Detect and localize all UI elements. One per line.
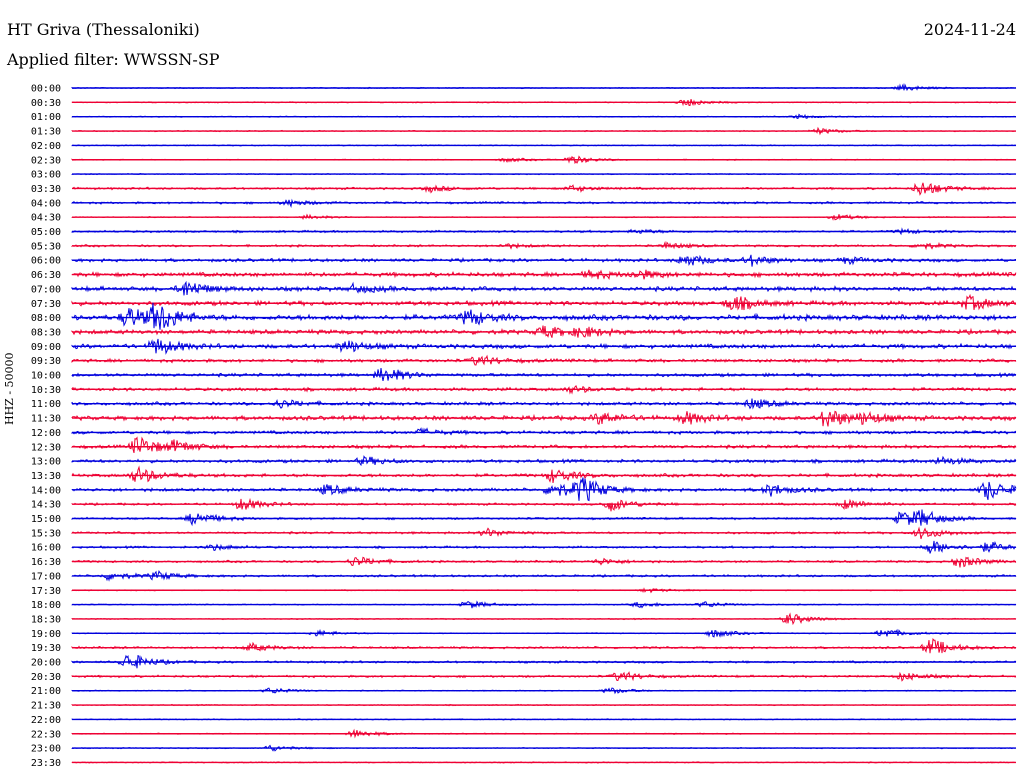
time-tick-label: 19:30 — [31, 643, 61, 654]
time-tick-label: 00:30 — [31, 98, 61, 109]
time-tick-label: 05:30 — [31, 241, 61, 252]
date-label: 2024-11-24 — [923, 20, 1016, 39]
time-tick-label: 03:30 — [31, 184, 61, 195]
station-title: HT Griva (Thessaloniki) — [7, 20, 200, 39]
time-tick-label: 08:30 — [31, 327, 61, 338]
time-tick-label: 03:00 — [31, 170, 61, 181]
trace-1430 — [71, 497, 1017, 512]
trace-1530 — [71, 526, 1017, 540]
time-tick-label: 12:30 — [31, 442, 61, 453]
time-tick-label: 11:00 — [31, 399, 61, 410]
trace-1130 — [71, 410, 1017, 427]
trace-1230 — [71, 436, 1017, 454]
time-tick-label: 01:00 — [31, 112, 61, 123]
time-tick-label: 02:00 — [31, 141, 61, 152]
time-tick-label: 07:00 — [31, 284, 61, 295]
time-tick-label: 23:00 — [31, 744, 61, 755]
trace-1930 — [71, 638, 1017, 654]
time-tick-label: 02:30 — [31, 155, 61, 166]
time-tick-label: 13:00 — [31, 457, 61, 468]
time-tick-label: 17:00 — [31, 571, 61, 582]
time-tick-label: 00:00 — [31, 84, 61, 95]
trace-1200 — [71, 427, 1017, 436]
time-tick-label: 18:30 — [31, 614, 61, 625]
time-tick-label: 22:30 — [31, 729, 61, 740]
time-tick-label: 15:30 — [31, 528, 61, 539]
time-tick-label: 14:00 — [31, 485, 61, 496]
trace-0800 — [71, 302, 1017, 330]
time-tick-label: 04:00 — [31, 198, 61, 209]
time-tick-label: 14:30 — [31, 500, 61, 511]
time-tick-label: 06:00 — [31, 256, 61, 267]
time-tick-label: 05:00 — [31, 227, 61, 238]
time-tick-label: 04:30 — [31, 213, 61, 224]
time-tick-label: 13:30 — [31, 471, 61, 482]
time-tick-label: 21:30 — [31, 701, 61, 712]
trace-1630 — [71, 556, 1017, 568]
time-tick-label: 01:30 — [31, 127, 61, 138]
time-tick-label: 20:30 — [31, 672, 61, 683]
time-tick-label: 21:00 — [31, 686, 61, 697]
seismic-traces — [71, 83, 1017, 764]
time-tick-label: 18:00 — [31, 600, 61, 611]
time-tick-label: 06:30 — [31, 270, 61, 281]
time-tick-label: 20:00 — [31, 658, 61, 669]
time-tick-label: 16:30 — [31, 557, 61, 568]
time-tick-label: 10:30 — [31, 385, 61, 396]
time-tick-label: 09:00 — [31, 342, 61, 353]
time-tick-label: 19:00 — [31, 629, 61, 640]
time-tick-label: 10:00 — [31, 371, 61, 382]
time-tick-labels: 00:00 00:30 01:00 01:30 02:00 02:30 03:00 03:30… — [31, 84, 61, 769]
time-tick-label: 07:30 — [31, 299, 61, 310]
time-tick-label: 11:30 — [31, 414, 61, 425]
time-tick-label: 23:30 — [31, 758, 61, 769]
time-tick-label: 22:00 — [31, 715, 61, 726]
time-tick-label: 16:00 — [31, 543, 61, 554]
time-tick-label: 15:00 — [31, 514, 61, 525]
time-tick-label: 17:30 — [31, 586, 61, 597]
time-tick-label: 08:00 — [31, 313, 61, 324]
time-tick-label: 12:00 — [31, 428, 61, 439]
filter-label: Applied filter: WWSSN-SP — [7, 50, 220, 69]
time-tick-label: 09:30 — [31, 356, 61, 367]
trace-1500 — [71, 509, 1017, 527]
